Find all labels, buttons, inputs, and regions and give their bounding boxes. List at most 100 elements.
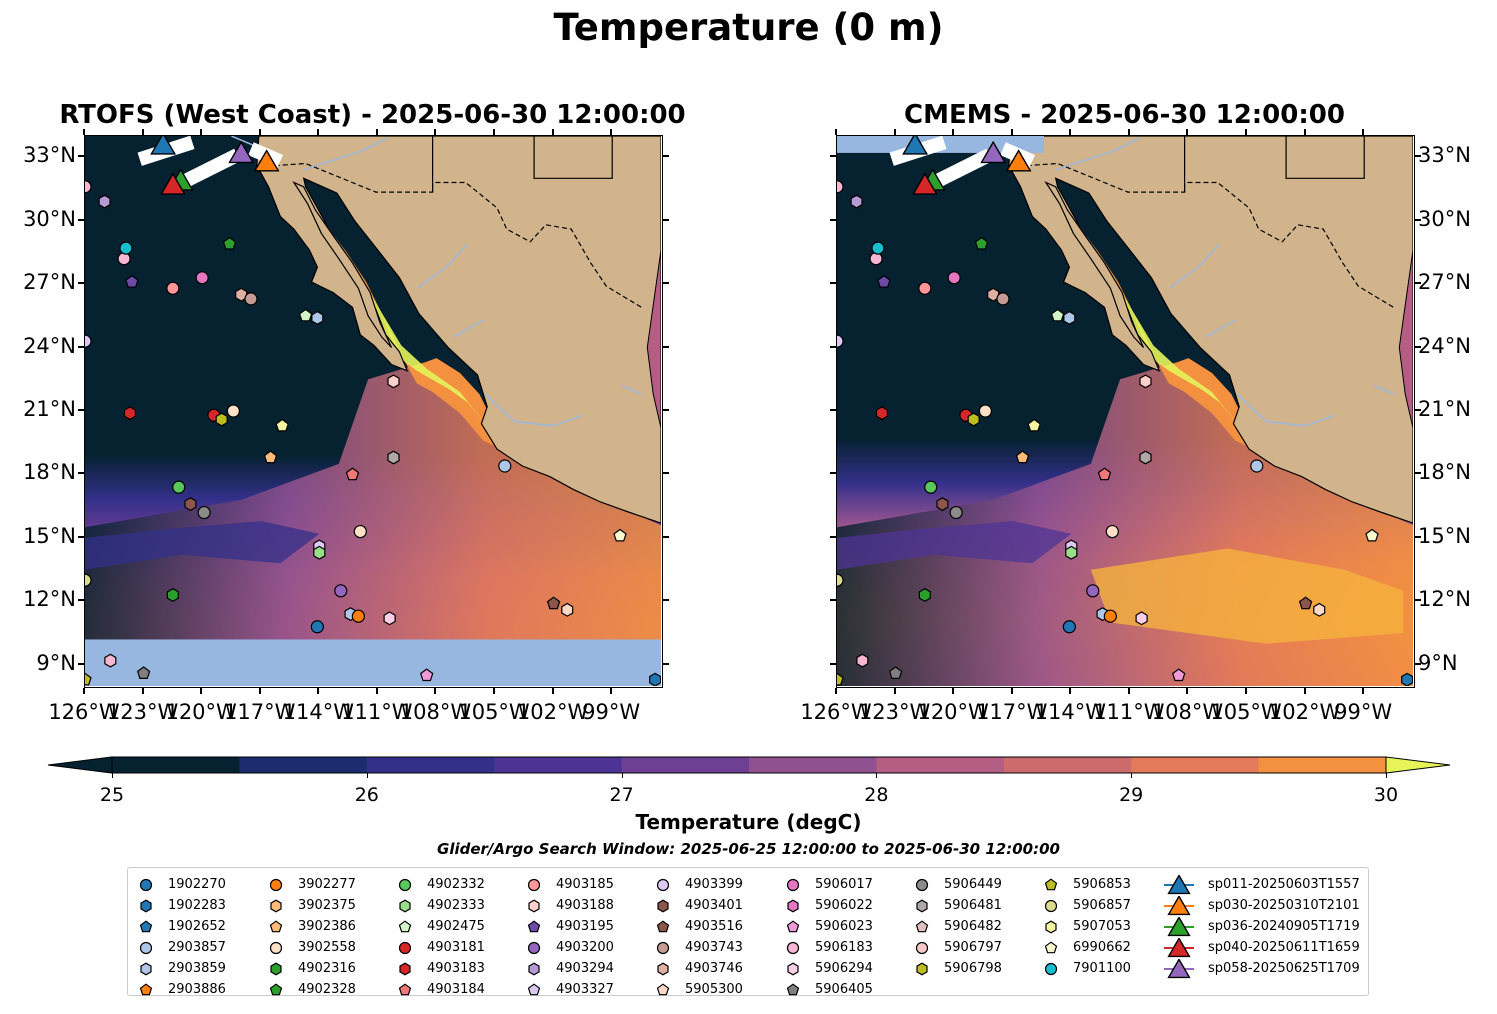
float-legend-icon (270, 899, 282, 912)
float-legend-icon (1044, 877, 1058, 890)
legend-entry: 5906449 (914, 874, 1002, 895)
legend-marker (527, 878, 541, 891)
lon-tick-label: 108°W (1151, 700, 1224, 724)
float-legend-icon (140, 962, 152, 975)
legend-entry: 4903399 (655, 874, 743, 895)
float-marker (334, 584, 348, 598)
float-marker (387, 450, 400, 465)
lon-tick-mark (375, 129, 378, 135)
country-border (258, 162, 642, 308)
lat-tick-mark (663, 662, 669, 665)
float-marker (85, 180, 92, 194)
float-marker (419, 668, 434, 682)
lon-tick-label: 123°W (858, 700, 931, 724)
float-marker (888, 666, 903, 680)
lon-tick-mark (1362, 688, 1365, 694)
legend-entry: 4902316 (268, 958, 356, 979)
legend-entry: 4902332 (397, 874, 485, 895)
float-legend-icon (269, 941, 283, 954)
legend-marker (399, 962, 411, 975)
lat-tick-mark (663, 409, 669, 411)
legend-label: 1902283 (168, 898, 226, 913)
float-marker (136, 666, 151, 680)
legend-marker (398, 878, 412, 891)
float-marker (1135, 611, 1148, 626)
legend-label: 4903294 (556, 961, 614, 976)
lat-tick-mark (663, 599, 669, 602)
map-rtofs (84, 135, 663, 688)
legend-marker (398, 982, 412, 995)
float-legend-icon (139, 941, 153, 954)
legend-label: sp030-20250310T2101 (1208, 898, 1360, 913)
legend-marker (398, 919, 412, 932)
float-marker (837, 180, 844, 194)
glider-legend-icon (1164, 958, 1194, 978)
float-marker (353, 524, 367, 539)
float-marker (184, 497, 197, 512)
lon-tick-mark (493, 688, 496, 694)
float-marker (918, 588, 931, 602)
lat-tick-mark (78, 155, 84, 158)
float-legend-icon (527, 941, 541, 954)
lat-tick-label: 18°N (1418, 460, 1471, 485)
lon-tick-mark (952, 688, 955, 694)
legend-marker (139, 919, 153, 932)
river-line (303, 137, 388, 171)
float-marker (1065, 545, 1078, 560)
lon-tick-label: 108°W (399, 700, 472, 724)
float-legend-icon (139, 878, 153, 891)
lat-tick-label: 24°N (1418, 333, 1471, 358)
legend-column: 3902277 3902375 3902386 3902558 4902316 49023… (268, 874, 356, 1000)
float-legend-icon (915, 941, 929, 954)
legend-marker (269, 878, 283, 891)
legend-marker (1044, 962, 1058, 975)
legend-entry: 2903859 (138, 958, 226, 979)
legend-marker (527, 982, 541, 995)
legend-label: 2903886 (168, 982, 226, 997)
lon-tick-mark (434, 129, 437, 135)
glider-legend-icon (1164, 895, 1194, 915)
lon-tick-mark (434, 688, 437, 694)
cool-eddy-band (837, 521, 1072, 570)
float-marker (649, 672, 662, 687)
legend-column: 1902270 1902283 1902652 2903857 2903859 29038… (138, 874, 226, 1000)
legend-label: 1902270 (168, 877, 226, 892)
legend-marker (140, 899, 152, 912)
lat-tick-mark (663, 535, 669, 538)
legend-entry: 4903183 (397, 958, 485, 979)
legend-label: 3902386 (298, 919, 356, 934)
float-marker (222, 236, 237, 250)
legend-marker (656, 878, 670, 891)
float-marker (869, 252, 883, 266)
legend-entry: 4903184 (397, 979, 485, 1000)
lon-tick-mark (1245, 688, 1248, 694)
float-marker (197, 505, 211, 520)
lat-tick-label: 15°N (23, 523, 76, 548)
lat-tick-label: 33°N (1418, 143, 1471, 168)
legend-entry: 5906405 (785, 979, 873, 1000)
glider-marker (159, 172, 186, 195)
float-legend-icon (528, 899, 540, 912)
legend-entry: 4903195 (526, 916, 614, 937)
lat-tick-label: 12°N (23, 587, 76, 612)
lat-tick-mark (1415, 599, 1421, 602)
lat-tick-label: 30°N (1418, 206, 1471, 231)
river-line (484, 393, 584, 427)
lon-tick-mark (83, 688, 85, 694)
glider-marker (150, 136, 177, 155)
lon-tick-mark (1069, 129, 1072, 135)
lon-tick-label: 120°W (917, 700, 989, 724)
legend-column: 5906853 5906857 5907053 6990662 7901100 (1043, 874, 1131, 979)
legend-marker (1044, 899, 1058, 912)
legend-label: 4903183 (427, 961, 485, 976)
legend-label: 5906023 (815, 919, 873, 934)
lon-tick-label: 105°W (1210, 700, 1282, 724)
legend-label: 5906405 (815, 982, 873, 997)
lon-tick-mark (551, 129, 554, 135)
lon-tick-mark (551, 688, 554, 694)
float-marker (837, 672, 844, 686)
float-marker (936, 497, 949, 512)
lon-tick-mark (200, 129, 203, 135)
float-marker (235, 287, 248, 302)
colorbar-segment (621, 757, 750, 773)
